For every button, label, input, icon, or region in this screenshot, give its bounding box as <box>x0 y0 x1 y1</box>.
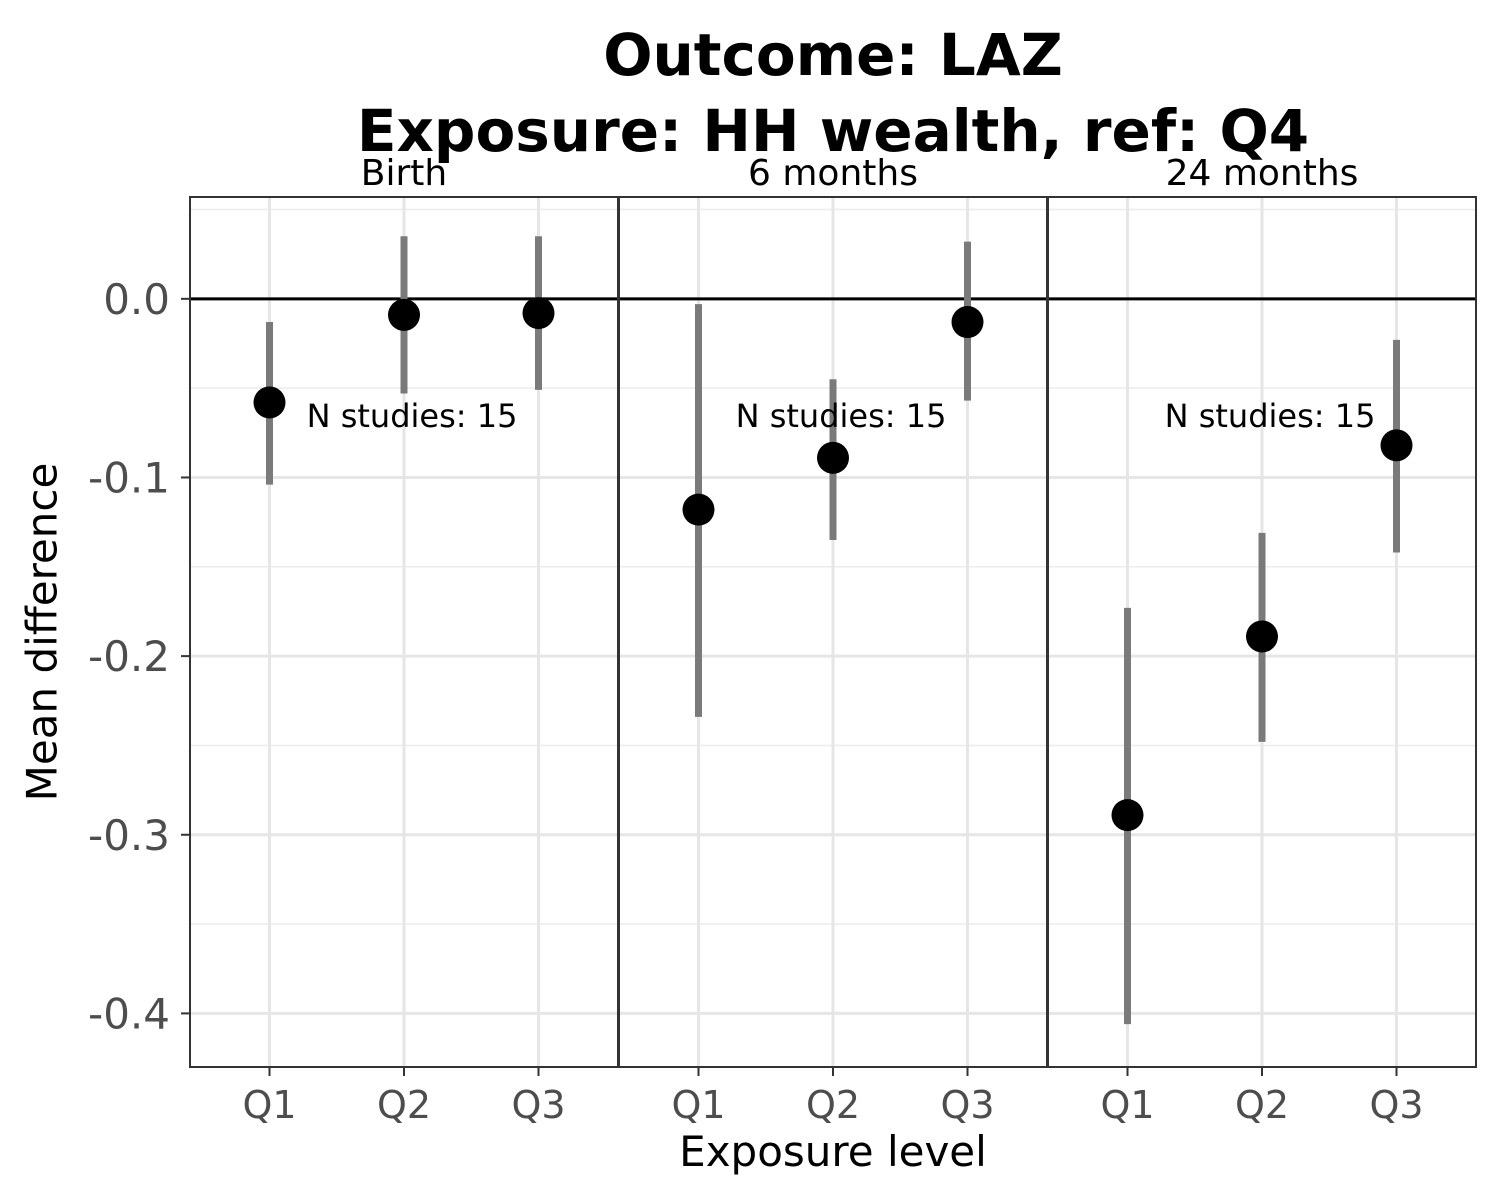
data-point <box>1380 429 1413 462</box>
x-tick-label: Q2 <box>1235 1083 1289 1127</box>
data-point <box>951 306 984 339</box>
data-point <box>1246 620 1278 653</box>
panel-label-24-months: 24 months <box>1165 153 1359 194</box>
x-tick-label: Q3 <box>940 1083 994 1127</box>
data-point <box>1111 799 1144 832</box>
x-tick-label: Q2 <box>806 1083 860 1127</box>
y-tick-label: -0.2 <box>88 632 170 681</box>
chart-title: Outcome: LAZ <box>603 21 1063 89</box>
x-tick-label: Q1 <box>1100 1083 1154 1127</box>
x-tick-label: Q3 <box>511 1083 565 1127</box>
y-tick-label: 0.0 <box>103 275 170 324</box>
y-tick-label: -0.3 <box>88 811 170 860</box>
n-studies-annotation: N studies: 15 <box>1165 397 1376 435</box>
x-tick-label: Q1 <box>242 1083 296 1127</box>
x-axis-label: Exposure level <box>679 1127 987 1176</box>
n-studies-annotation: N studies: 15 <box>307 397 518 435</box>
panel-label-6-months: 6 months <box>748 153 918 194</box>
n-studies-annotation: N studies: 15 <box>736 397 947 435</box>
data-point <box>388 298 420 331</box>
y-tick-label: -0.1 <box>88 453 170 502</box>
data-point <box>817 441 849 474</box>
data-point <box>253 386 286 419</box>
y-axis-label: Mean difference <box>17 462 67 802</box>
chart-subtitle: Exposure: HH wealth, ref: Q4 <box>356 97 1310 165</box>
x-tick-label: Q3 <box>1369 1083 1423 1127</box>
x-tick-label: Q2 <box>377 1083 431 1127</box>
panel-label-birth: Birth <box>360 153 448 194</box>
y-tick-label: -0.4 <box>88 989 170 1038</box>
x-tick-label: Q1 <box>671 1083 725 1127</box>
data-point <box>682 493 715 526</box>
data-point <box>522 297 555 330</box>
